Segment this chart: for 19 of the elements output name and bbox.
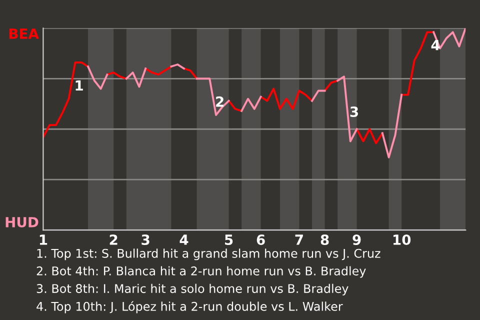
text: 3. Bot 8th: I. Maric hit a solo home run vs B. Bradley [36, 284, 348, 296]
x-tick-label: 10 [394, 234, 411, 245]
annotation: 2 [216, 96, 224, 107]
x-tick-label: 1 [40, 234, 48, 245]
x-tick-label: 8 [320, 234, 329, 245]
x-tick-label: 5 [225, 234, 233, 245]
x-tick-label: 9 [352, 234, 361, 245]
x-tick-label: 6 [256, 234, 265, 245]
x-tick-label: 3 [142, 234, 150, 245]
x-tick-label: 4 [180, 234, 188, 245]
x-tick-label: 7 [295, 234, 303, 245]
annotation: 1 [76, 80, 83, 91]
text: 2. Bot 4th: P. Blanca hit a 2-run home run vs B. Bradley [36, 266, 366, 278]
text: HUD [6, 217, 38, 228]
x-tick-label: 2 [110, 234, 118, 245]
text: 4. Top 10th: J. López hit a 2-run double vs L. Walker [36, 301, 343, 314]
annotation: 3 [350, 106, 358, 117]
text: BEA [9, 28, 39, 39]
text: 1. Top 1st: S. Bullard hit a grand slam home run vs J. Cruz [37, 248, 380, 260]
